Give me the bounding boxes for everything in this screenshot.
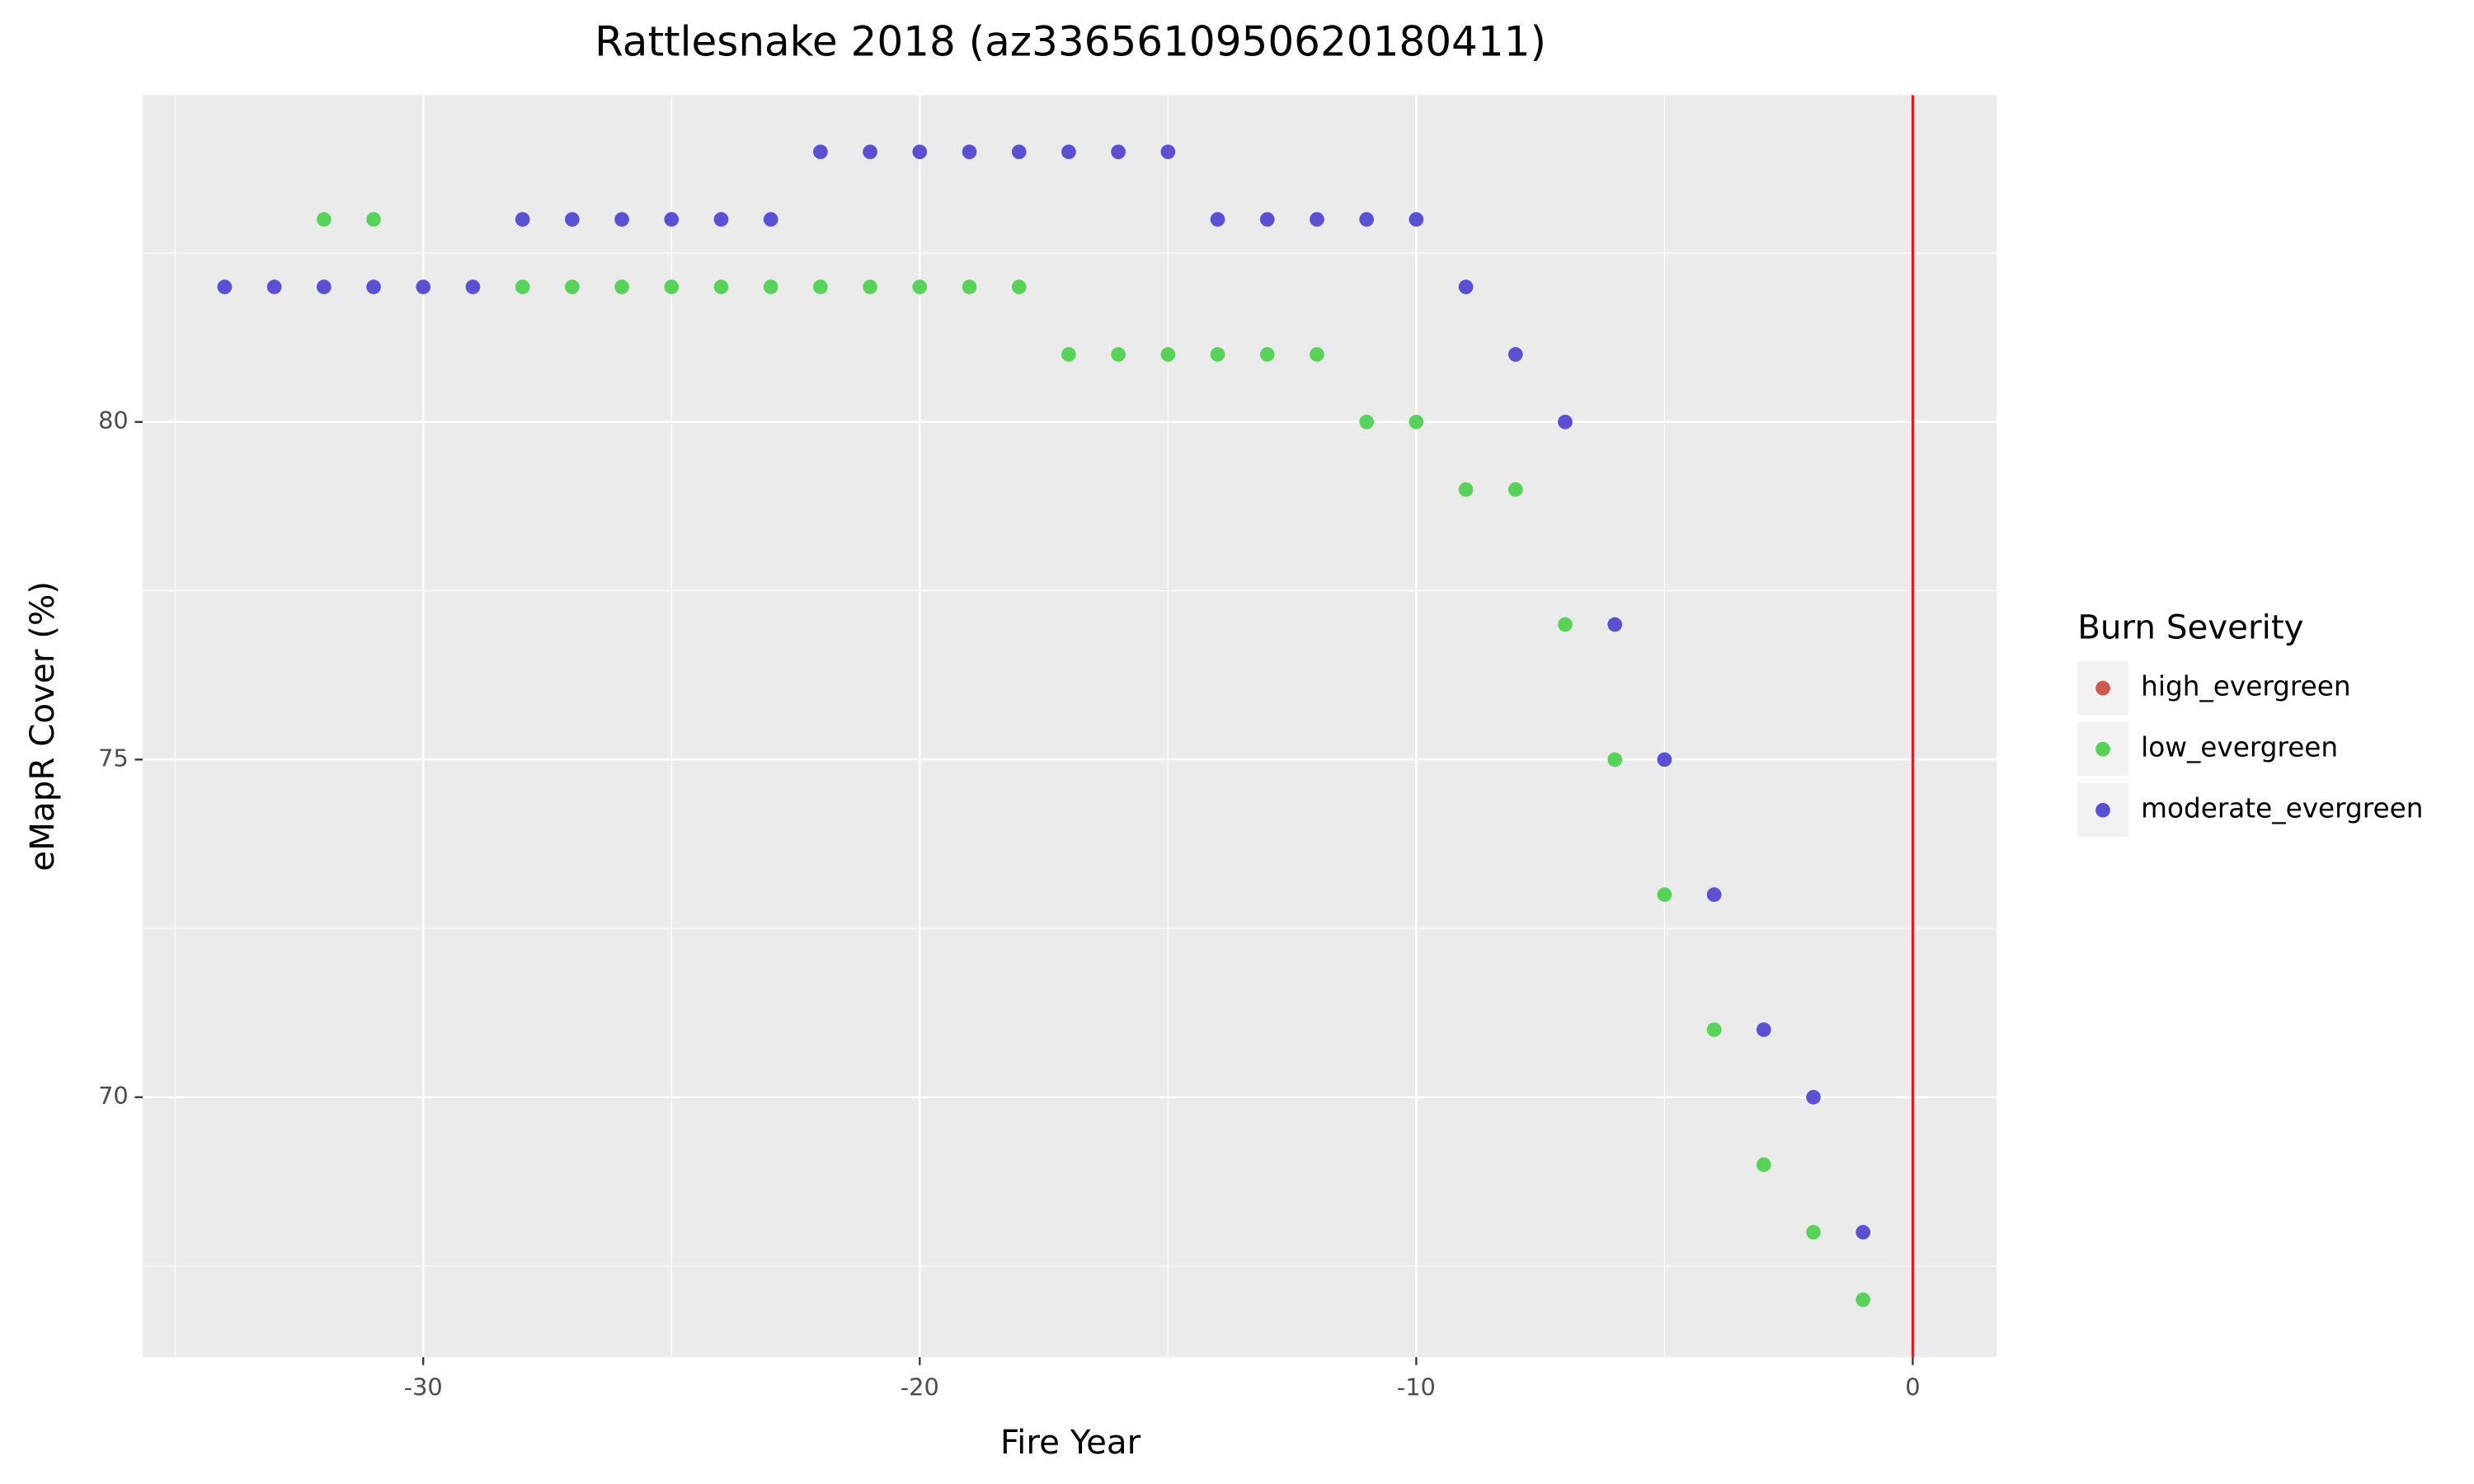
point: [1210, 347, 1225, 362]
point: [565, 279, 580, 294]
legend-label: low_evergreen: [2141, 732, 2338, 763]
point: [515, 279, 530, 294]
point: [1856, 1292, 1871, 1308]
x-tick-label: -10: [1397, 1374, 1436, 1402]
point: [912, 279, 928, 294]
point: [962, 279, 977, 294]
point: [1310, 212, 1324, 227]
point: [565, 212, 580, 227]
point: [1458, 279, 1474, 294]
point: [217, 279, 233, 294]
x-tick-label: 0: [1905, 1374, 1920, 1402]
point: [813, 279, 828, 294]
point: [1507, 347, 1523, 362]
point: [962, 144, 977, 160]
point: [1806, 1089, 1821, 1105]
point: [614, 212, 629, 227]
point: [1259, 212, 1275, 227]
point: [1558, 617, 1573, 632]
point: [1706, 1022, 1722, 1037]
point: [863, 279, 877, 294]
legend-marker: [2095, 802, 2110, 818]
point: [316, 212, 332, 227]
point: [515, 212, 530, 227]
point: [1558, 414, 1573, 430]
x-tick-label: -30: [404, 1374, 443, 1402]
point: [1259, 347, 1275, 362]
legend-title: Burn Severity: [2077, 608, 2303, 646]
chart-title: Rattlesnake 2018 (az3365610950620180411): [595, 17, 1546, 65]
point: [763, 279, 778, 294]
point: [1657, 887, 1672, 902]
point: [1359, 212, 1374, 227]
point: [1507, 481, 1523, 497]
point: [1061, 144, 1076, 160]
point: [1607, 617, 1623, 632]
legend-marker: [2095, 741, 2110, 757]
point: [1011, 279, 1027, 294]
point: [664, 212, 680, 227]
point: [366, 279, 381, 294]
point: [1061, 347, 1076, 362]
point: [763, 212, 778, 227]
x-tick-label: -20: [901, 1374, 939, 1402]
point: [912, 144, 928, 160]
point: [713, 279, 729, 294]
point: [465, 279, 481, 294]
x-axis-title: Fire Year: [1000, 1423, 1141, 1462]
point: [1111, 347, 1126, 362]
point: [1111, 144, 1126, 160]
point: [713, 212, 729, 227]
point: [1856, 1224, 1871, 1240]
point: [1657, 752, 1672, 768]
point: [1458, 481, 1474, 497]
point: [1607, 752, 1623, 768]
point: [266, 279, 282, 294]
point: [1806, 1224, 1821, 1240]
point: [1310, 347, 1324, 362]
legend-label: high_evergreen: [2141, 671, 2350, 702]
legend-marker: [2095, 680, 2110, 696]
y-tick-label: 70: [98, 1082, 129, 1110]
point: [1011, 144, 1027, 160]
point: [366, 212, 381, 227]
point: [1409, 212, 1424, 227]
point: [316, 279, 332, 294]
point: [1756, 1022, 1771, 1037]
point: [614, 279, 629, 294]
plot-background: [143, 95, 1997, 1358]
legend-label: moderate_evergreen: [2141, 793, 2423, 824]
point: [416, 279, 431, 294]
point: [1409, 414, 1424, 430]
point: [1160, 347, 1176, 362]
y-axis-title: eMapR Cover (%): [23, 581, 62, 871]
point: [1160, 144, 1176, 160]
point: [1210, 212, 1225, 227]
point: [863, 144, 877, 160]
point: [1359, 414, 1374, 430]
y-tick-label: 75: [98, 744, 129, 772]
point: [813, 144, 828, 160]
point: [1756, 1157, 1771, 1172]
point: [1706, 887, 1722, 902]
y-tick-label: 80: [98, 406, 129, 434]
point: [664, 279, 680, 294]
